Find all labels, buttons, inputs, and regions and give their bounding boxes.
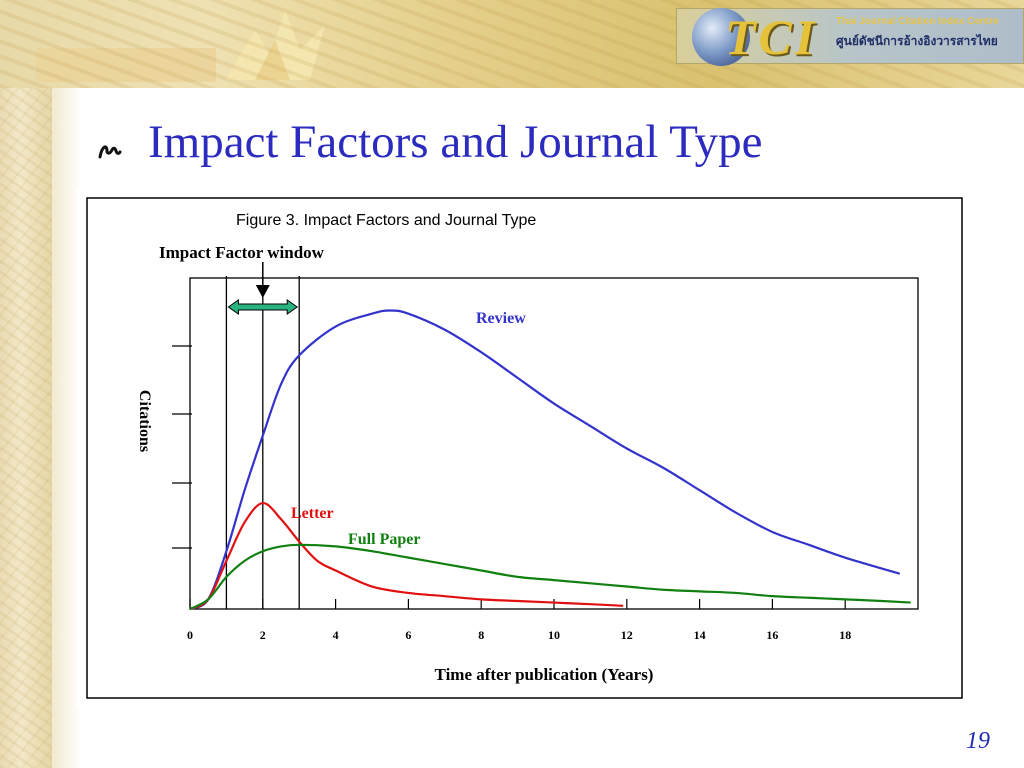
- logo-caption-thai: ศูนย์ดัชนีการอ้างอิงวารสารไทย: [836, 34, 998, 48]
- window-double-arrow-icon: [227, 299, 299, 315]
- y-axis-label: Citations: [136, 390, 153, 452]
- x-tick-label-4: 4: [333, 628, 339, 642]
- x-tick-label-18: 18: [839, 628, 851, 642]
- series-line-letter: [189, 501, 624, 611]
- x-tick-label-6: 6: [405, 628, 411, 642]
- chart-figure: Figure 3. Impact Factors and Journal Typ…: [76, 188, 974, 708]
- logo-brand: TCI: [725, 9, 818, 65]
- slide-title: Impact Factors and Journal Type: [148, 116, 763, 168]
- x-tick-label-14: 14: [694, 628, 706, 642]
- page-number: 19: [966, 728, 990, 754]
- chart-title: Figure 3. Impact Factors and Journal Typ…: [236, 212, 536, 229]
- x-tick-label-0: 0: [187, 628, 193, 642]
- parchment-texture: [0, 0, 52, 768]
- banner-bar: [36, 48, 216, 82]
- x-tick-label-2: 2: [260, 628, 266, 642]
- series-label-review: Review: [476, 310, 526, 327]
- series-line-full-paper: [189, 543, 911, 610]
- window-label: Impact Factor window: [159, 243, 325, 262]
- series-line-review: [189, 309, 901, 611]
- series-label-letter: Letter: [291, 505, 334, 522]
- x-tick-label-10: 10: [548, 628, 560, 642]
- series-label-full-paper: Full Paper: [348, 531, 420, 548]
- x-tick-label-8: 8: [478, 628, 484, 642]
- swirl-bullet-icon: [98, 145, 122, 159]
- leaf-icon: [225, 10, 325, 80]
- x-axis-label: Time after publication (Years): [435, 665, 654, 684]
- logo-caption-english: Thai Journal Citation Index Centre: [836, 16, 999, 27]
- chart-svg: Figure 3. Impact Factors and Journal Typ…: [86, 197, 963, 699]
- globe-icon: [692, 8, 750, 66]
- x-tick-label-12: 12: [621, 628, 633, 642]
- x-tick-label-16: 16: [766, 628, 778, 642]
- figure-frame: [86, 197, 963, 699]
- window-pointer-arrowhead: [255, 285, 270, 298]
